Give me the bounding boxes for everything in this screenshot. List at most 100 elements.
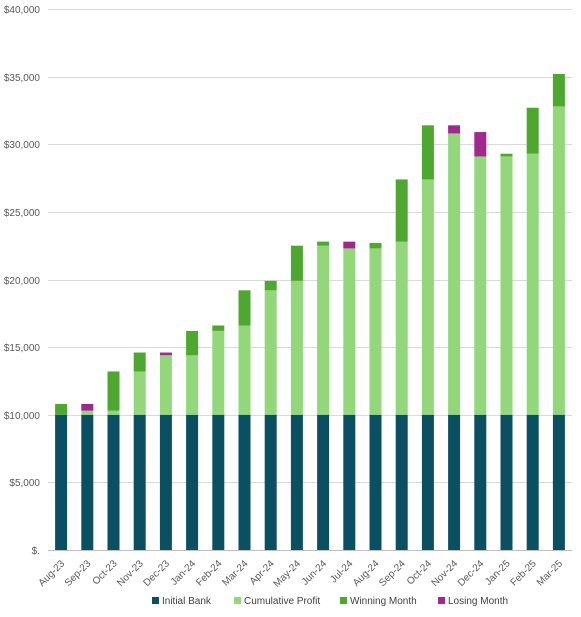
bar-initial-bank <box>552 414 565 550</box>
bar-winning-month <box>395 179 408 242</box>
legend: Initial Bank Cumulative Profit Winning Mon… <box>152 596 508 607</box>
bar-winning-month <box>552 73 565 107</box>
legend-label: Winning Month <box>350 596 417 607</box>
x-tick-label: Sep-23 <box>63 558 94 589</box>
bar-cumulative-profit <box>448 133 461 415</box>
bar-losing-month <box>343 241 356 249</box>
bar-cumulative-profit <box>526 153 539 415</box>
bar-cumulative-profit <box>186 355 199 415</box>
bar-initial-bank <box>159 414 172 550</box>
legend-swatch <box>234 597 241 604</box>
bar-cumulative-profit <box>159 355 172 415</box>
bar-winning-month <box>317 241 330 246</box>
bar-winning-month <box>421 125 434 180</box>
y-tick-label: $30,000 <box>4 140 41 151</box>
x-tick-label: Jan-24 <box>169 558 199 588</box>
bar-initial-bank <box>107 414 120 550</box>
x-tick-label: Mar-25 <box>535 558 565 588</box>
bar-losing-month <box>474 132 487 157</box>
bar-cumulative-profit <box>290 280 303 415</box>
bar-initial-bank <box>81 414 94 550</box>
bar-initial-bank <box>343 414 356 550</box>
bar-cumulative-profit <box>133 371 146 415</box>
legend-swatch <box>340 597 347 604</box>
bar-initial-bank <box>369 414 382 550</box>
x-tick-label: Oct-24 <box>405 558 434 587</box>
bar-initial-bank <box>317 414 330 550</box>
x-tick-label: Feb-25 <box>509 558 539 588</box>
bar-cumulative-profit <box>238 325 251 415</box>
x-tick-label: Aug-24 <box>351 558 382 589</box>
bar-cumulative-profit <box>395 241 408 415</box>
y-axis-ticks: $. $5,000 $10,000 $15,000 $20,000 $25,000 $30,… <box>4 5 41 557</box>
legend-item-losing-month: Losing Month <box>438 596 508 607</box>
legend-label: Cumulative Profit <box>244 596 320 607</box>
bar-winning-month <box>55 403 68 415</box>
bar-losing-month <box>159 352 172 356</box>
bar-cumulative-profit <box>212 330 225 415</box>
x-tick-label: Dec-24 <box>456 558 487 589</box>
bar-initial-bank <box>264 414 277 550</box>
bar-initial-bank <box>238 414 251 550</box>
bar-initial-bank <box>55 414 68 550</box>
x-tick-label: Nov-23 <box>115 558 146 589</box>
bar-cumulative-profit <box>264 290 277 415</box>
x-tick-label: Jan-25 <box>483 558 513 588</box>
bar-initial-bank <box>290 414 303 550</box>
bar-cumulative-profit <box>343 248 356 415</box>
bar-initial-bank <box>212 414 225 550</box>
bar-initial-bank <box>395 414 408 550</box>
bar-winning-month <box>238 290 251 326</box>
legend-swatch <box>438 597 445 604</box>
bar-initial-bank <box>526 414 539 550</box>
bar-winning-month <box>186 330 199 356</box>
bar-winning-month <box>133 352 146 372</box>
bar-cumulative-profit <box>317 245 330 415</box>
x-tick-label: Mar-24 <box>220 558 250 588</box>
legend-swatch <box>152 597 159 604</box>
y-tick-label: $. <box>32 546 40 557</box>
bar-cumulative-profit <box>421 179 434 415</box>
legend-item-winning-month: Winning Month <box>340 596 417 607</box>
x-axis-ticks: Aug-23Sep-23Oct-23Nov-23Dec-23Jan-24Feb-… <box>37 558 566 590</box>
x-tick-label: Jun-24 <box>300 558 330 588</box>
y-tick-label: $35,000 <box>4 73 41 84</box>
bar-initial-bank <box>421 414 434 550</box>
bar-losing-month <box>448 125 461 134</box>
bar-losing-month <box>81 403 94 411</box>
bar-cumulative-profit <box>474 156 487 415</box>
legend-label: Losing Month <box>448 596 508 607</box>
y-tick-label: $40,000 <box>4 5 41 16</box>
x-tick-label: May-24 <box>272 558 304 590</box>
bar-winning-month <box>500 153 513 157</box>
bar-initial-bank <box>133 414 146 550</box>
bar-cumulative-profit <box>81 410 94 415</box>
x-tick-label: Dec-23 <box>141 558 172 589</box>
legend-label: Initial Bank <box>162 596 212 607</box>
y-tick-label: $5,000 <box>9 478 40 489</box>
bar-initial-bank <box>186 414 199 550</box>
x-tick-label: Feb-24 <box>194 558 224 588</box>
bar-winning-month <box>369 242 382 249</box>
legend-item-initial-bank: Initial Bank <box>152 596 212 607</box>
y-tick-label: $25,000 <box>4 208 41 219</box>
x-tick-label: Oct-23 <box>91 558 120 587</box>
x-tick-label: Nov-24 <box>430 558 461 589</box>
y-tick-label: $20,000 <box>4 276 41 287</box>
bar-initial-bank <box>448 414 461 550</box>
bar-initial-bank <box>500 414 513 550</box>
bar-initial-bank <box>474 414 487 550</box>
y-tick-label: $15,000 <box>4 343 41 354</box>
gridlines <box>48 9 572 551</box>
bar-cumulative-profit <box>107 410 120 415</box>
y-tick-label: $10,000 <box>4 411 41 422</box>
bar-winning-month <box>264 280 277 291</box>
bar-winning-month <box>212 325 225 331</box>
x-tick-label: Aug-23 <box>37 558 68 589</box>
bar-cumulative-profit <box>369 248 382 415</box>
bar-winning-month <box>107 371 120 411</box>
bar-winning-month <box>526 107 539 154</box>
bars <box>55 73 565 550</box>
bar-cumulative-profit <box>500 156 513 415</box>
